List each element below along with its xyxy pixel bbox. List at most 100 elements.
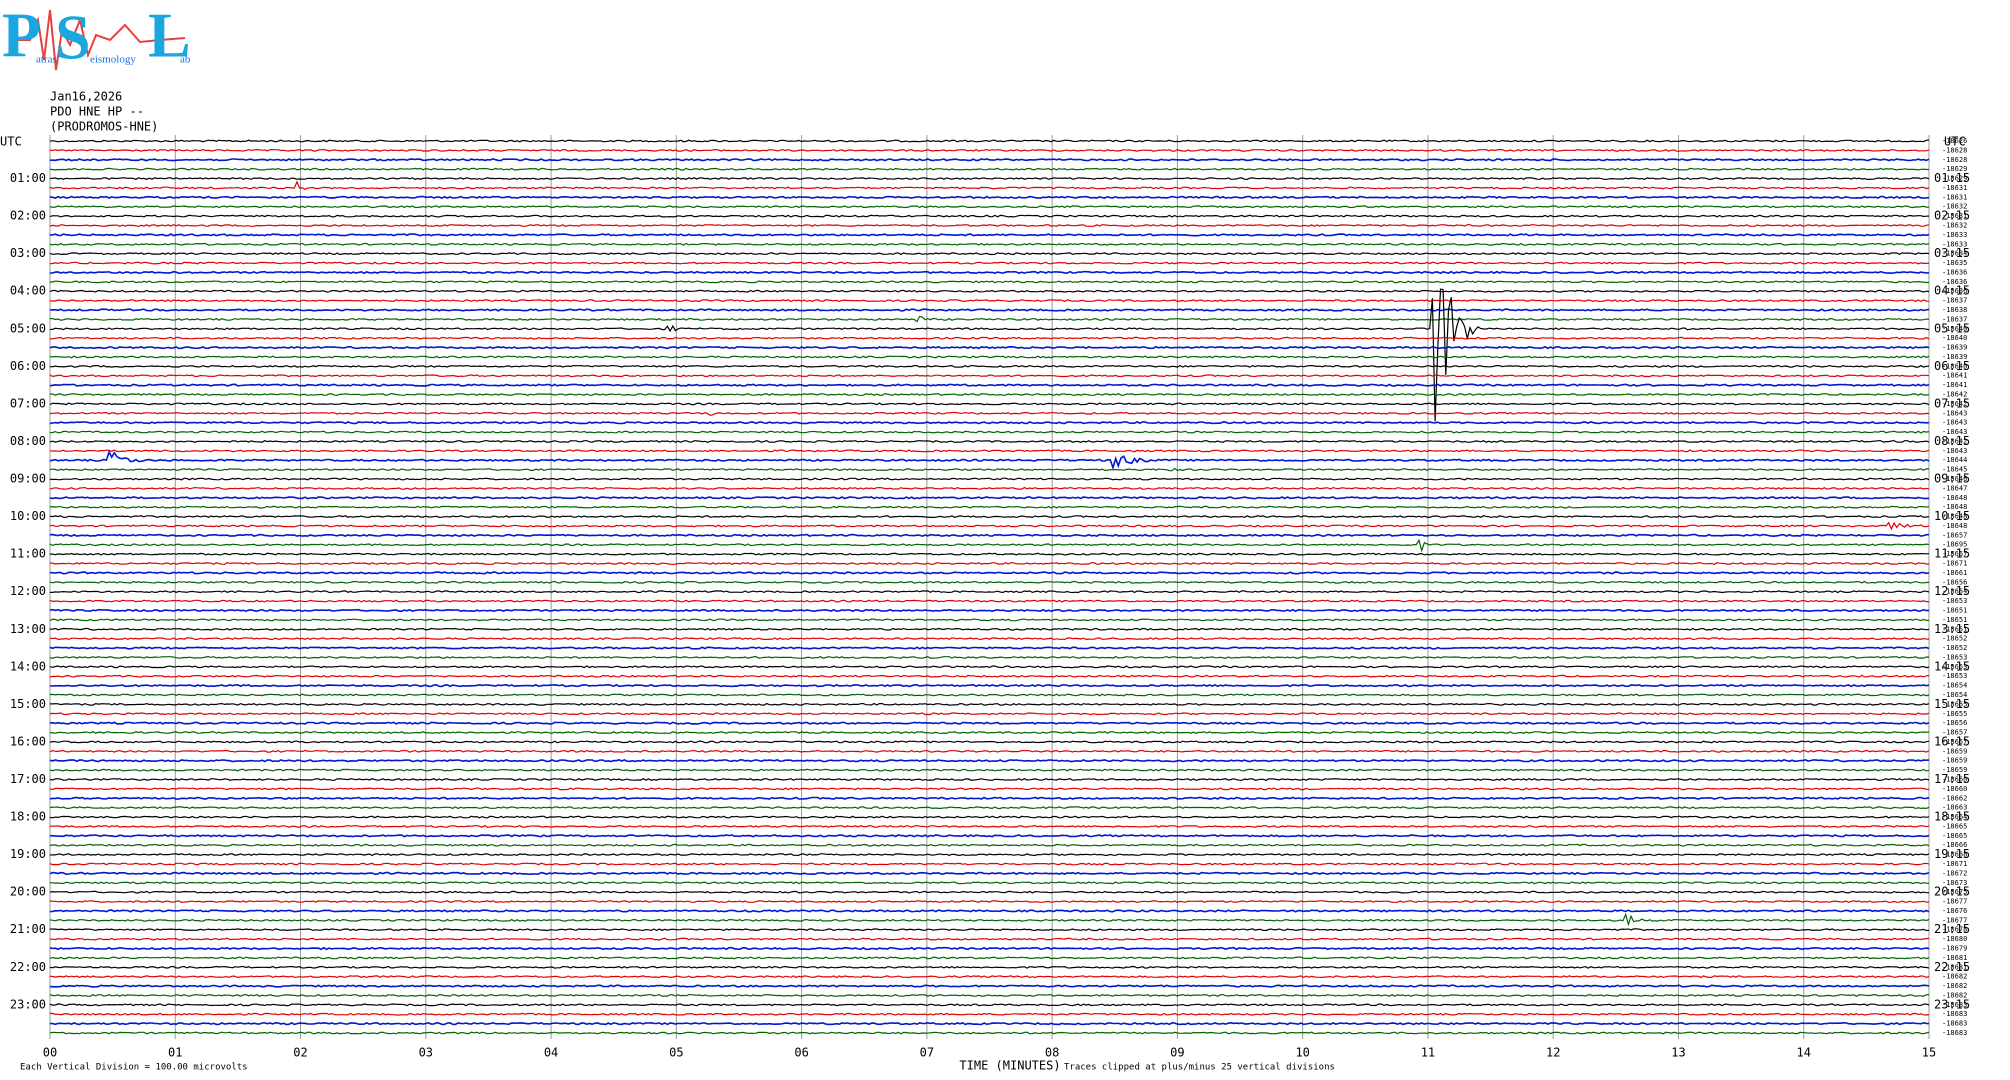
hour-label-right: 05:15 bbox=[1934, 321, 1970, 335]
trace bbox=[49, 167, 1930, 171]
trace-offset: -18646 bbox=[1942, 475, 1967, 483]
trace-offset: -18677 bbox=[1942, 898, 1967, 906]
trace-offset: -18653 bbox=[1942, 672, 1967, 680]
x-tick-label: 06 bbox=[794, 1046, 808, 1060]
trace bbox=[49, 674, 1930, 678]
trace-offset: -18634 bbox=[1942, 250, 1967, 258]
trace bbox=[49, 909, 1930, 913]
trace-offset: -18665 bbox=[1942, 822, 1967, 830]
hour-label-right: 02:15 bbox=[1934, 209, 1970, 223]
x-tick-label: 09 bbox=[1170, 1046, 1184, 1060]
hour-label: 11:00 bbox=[10, 547, 46, 561]
right-axis-title: UTC bbox=[1944, 135, 1966, 149]
trace-offset: -18679 bbox=[1942, 944, 1967, 952]
trace bbox=[49, 289, 1930, 293]
trace bbox=[49, 467, 1929, 472]
trace bbox=[49, 336, 1930, 340]
trace-offset: -18641 bbox=[1942, 381, 1967, 389]
trace-offset: -18640 bbox=[1942, 325, 1967, 333]
trace-offset: -18633 bbox=[1942, 240, 1967, 248]
scale-note: Each Vertical Division = 100.00 microvol… bbox=[20, 1063, 248, 1073]
trace bbox=[49, 177, 1930, 181]
trace bbox=[49, 242, 1930, 246]
trace-offset: -18642 bbox=[1942, 400, 1967, 408]
hour-label: 21:00 bbox=[10, 922, 46, 936]
trace-offset: -18683 bbox=[1942, 1001, 1967, 1009]
trace bbox=[49, 599, 1930, 603]
trace bbox=[49, 195, 1930, 200]
trace-offset: -18629 bbox=[1942, 175, 1967, 183]
trace bbox=[50, 280, 1929, 284]
trace bbox=[49, 383, 1930, 387]
x-tick-label: 12 bbox=[1546, 1046, 1560, 1060]
trace-offset: -18651 bbox=[1942, 606, 1967, 614]
trace bbox=[49, 618, 1930, 622]
trace-offset: -18636 bbox=[1942, 287, 1967, 295]
trace bbox=[49, 665, 1930, 669]
logo-letter: P bbox=[2, 0, 41, 71]
x-tick-label: 07 bbox=[920, 1046, 934, 1060]
trace-offset: -18632 bbox=[1942, 222, 1967, 230]
hour-label: 17:00 bbox=[10, 772, 46, 786]
trace-offset: -18652 bbox=[1942, 635, 1967, 643]
trace-offset: -18629 bbox=[1942, 165, 1967, 173]
trace bbox=[49, 233, 1930, 237]
trace-offset: -18643 bbox=[1942, 409, 1967, 417]
hour-label-right: 08:15 bbox=[1934, 434, 1970, 448]
trace bbox=[49, 580, 1930, 584]
trace bbox=[49, 778, 1930, 781]
trace-offset: -18631 bbox=[1942, 212, 1967, 220]
trace-offset: -18681 bbox=[1942, 963, 1967, 971]
trace bbox=[49, 871, 1930, 876]
trace bbox=[49, 1012, 1930, 1016]
trace bbox=[49, 533, 1929, 538]
x-axis-title: TIME (MINUTES) bbox=[959, 1059, 1060, 1073]
trace bbox=[49, 552, 1929, 556]
trace bbox=[49, 515, 1930, 519]
trace bbox=[49, 740, 1930, 744]
hour-label: 23:00 bbox=[10, 997, 46, 1011]
trace-offset: -18642 bbox=[1942, 437, 1967, 445]
hour-label-right: 22:15 bbox=[1934, 960, 1970, 974]
trace bbox=[49, 993, 1930, 997]
trace bbox=[49, 261, 1930, 265]
trace-offset: -18677 bbox=[1942, 916, 1967, 924]
trace-offset: -18683 bbox=[1942, 1010, 1967, 1018]
trace-offset: -18654 bbox=[1942, 588, 1967, 596]
trace bbox=[49, 374, 1930, 378]
trace-offset: -18655 bbox=[1942, 700, 1967, 708]
trace-offset: -18662 bbox=[1942, 794, 1967, 802]
hour-label-right: 11:15 bbox=[1934, 547, 1970, 561]
logo-word: ab bbox=[180, 54, 191, 66]
trace-offset: -18671 bbox=[1942, 860, 1967, 868]
hour-label: 18:00 bbox=[10, 810, 46, 824]
trace bbox=[49, 205, 1930, 209]
trace-offset: -18682 bbox=[1942, 982, 1967, 990]
trace bbox=[49, 148, 1930, 152]
trace-offset: -18637 bbox=[1942, 315, 1967, 323]
trace bbox=[49, 1003, 1930, 1007]
trace bbox=[49, 562, 1930, 565]
trace-offset: -18661 bbox=[1942, 569, 1967, 577]
x-tick-label: 08 bbox=[1045, 1046, 1059, 1060]
x-tick-label: 15 bbox=[1922, 1046, 1936, 1060]
hour-label-right: 16:15 bbox=[1934, 734, 1970, 748]
trace bbox=[49, 430, 1930, 434]
trace bbox=[49, 308, 1930, 312]
hour-label: 06:00 bbox=[10, 359, 46, 373]
trace-offset: -18643 bbox=[1942, 419, 1967, 427]
hour-label-right: 09:15 bbox=[1934, 472, 1970, 486]
trace bbox=[49, 252, 1930, 256]
trace-offset: -18631 bbox=[1942, 184, 1967, 192]
hour-label-right: 04:15 bbox=[1934, 284, 1970, 298]
x-tick-label: 14 bbox=[1797, 1046, 1811, 1060]
trace bbox=[49, 180, 1930, 191]
trace bbox=[49, 749, 1930, 753]
trace bbox=[49, 759, 1930, 763]
trace-offset: -18678 bbox=[1942, 926, 1967, 934]
x-tick-label: 03 bbox=[419, 1046, 433, 1060]
hour-label: 01:00 bbox=[10, 171, 46, 185]
trace bbox=[50, 937, 1930, 941]
trace bbox=[49, 521, 1930, 531]
trace bbox=[49, 984, 1930, 988]
